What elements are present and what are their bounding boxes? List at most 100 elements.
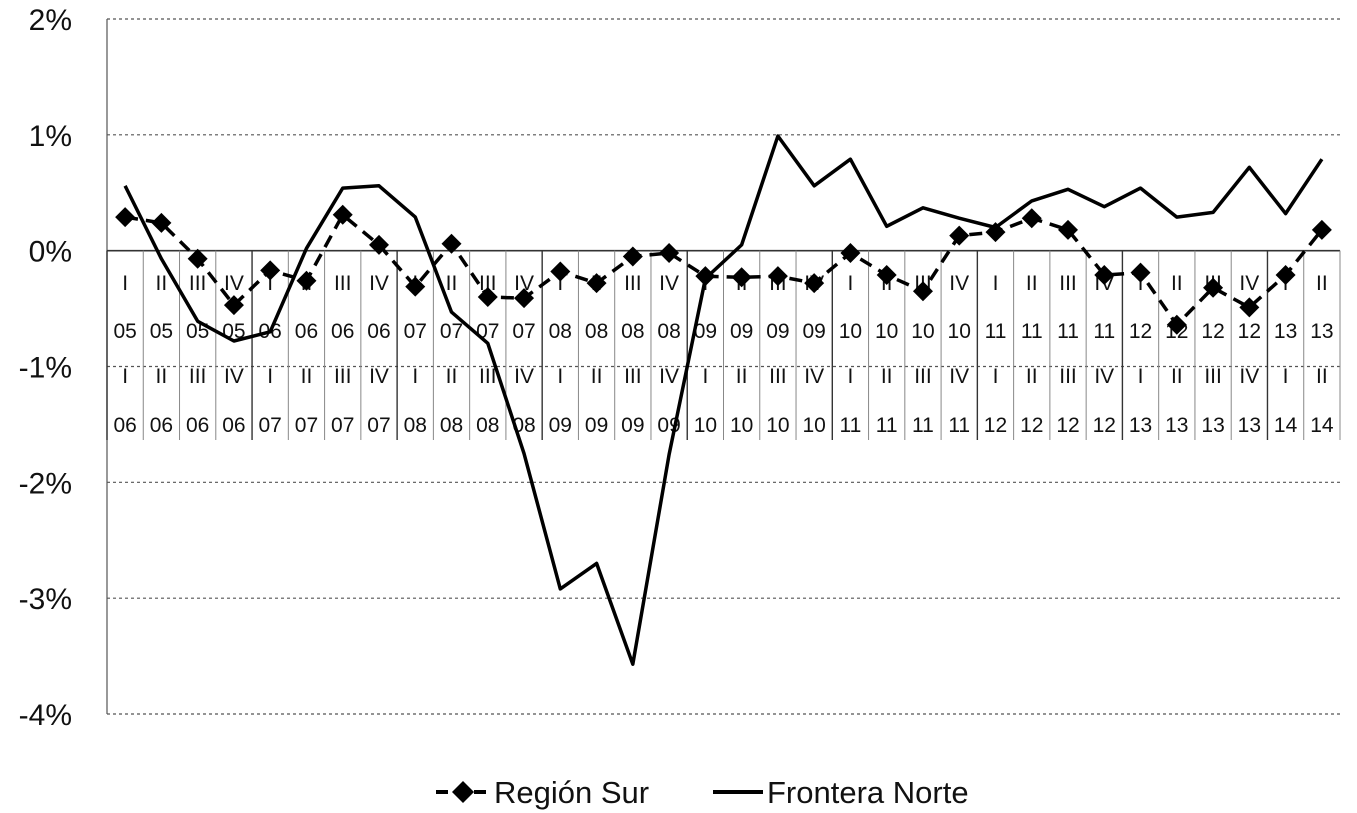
category-year-label-top: 10 [875, 320, 898, 343]
category-quarter-label-bottom: II [156, 365, 168, 388]
y-tick-label: -2% [19, 467, 72, 500]
data-point-marker-region-sur [912, 281, 933, 302]
category-quarter-label-bottom: I [1283, 365, 1289, 388]
category-year-label-top: 07 [512, 320, 535, 343]
data-point-marker-region-sur [1166, 314, 1187, 335]
data-point-marker-region-sur [1094, 264, 1115, 285]
category-year-label-bottom: 06 [113, 414, 136, 437]
category-year-label-bottom: 09 [621, 414, 644, 437]
category-year-label-bottom: 10 [694, 414, 717, 437]
category-year-label-bottom: 08 [440, 414, 463, 437]
category-year-label-top: 13 [1310, 320, 1333, 343]
category-year-label-bottom: 11 [912, 414, 934, 437]
category-quarter-label-bottom: II [301, 365, 313, 388]
category-year-label-bottom: 10 [802, 414, 825, 437]
category-quarter-label-top: III [1059, 272, 1077, 295]
category-year-label-top: 11 [1093, 320, 1115, 343]
category-quarter-label-bottom: IV [659, 365, 679, 388]
category-quarter-label-bottom: I [412, 365, 418, 388]
data-point-marker-region-sur [949, 225, 970, 246]
category-year-label-top: 11 [1057, 320, 1079, 343]
category-year-label-bottom: 07 [259, 414, 282, 437]
category-year-label-bottom: 10 [766, 414, 789, 437]
category-year-label-bottom: 07 [367, 414, 390, 437]
category-year-label-top: 05 [150, 320, 173, 343]
category-year-label-top: 05 [113, 320, 136, 343]
category-quarter-label-top: II [1026, 272, 1038, 295]
category-quarter-label-bottom: II [446, 365, 458, 388]
legend-marker-region-sur [452, 781, 474, 803]
category-quarter-label-top: III [189, 272, 207, 295]
y-tick-label: -1% [19, 352, 72, 385]
category-year-label-bottom: 06 [222, 414, 245, 437]
y-tick-label: 2% [29, 4, 72, 37]
category-quarter-label-top: IV [369, 272, 389, 295]
category-quarter-label-bottom: I [122, 365, 128, 388]
category-quarter-label-bottom: I [702, 365, 708, 388]
category-year-label-bottom: 12 [1093, 414, 1116, 437]
category-year-label-bottom: 12 [984, 414, 1007, 437]
category-quarter-label-top: IV [224, 272, 244, 295]
category-quarter-label-bottom: II [736, 365, 748, 388]
category-year-label-top: 09 [802, 320, 825, 343]
category-quarter-label-bottom: I [848, 365, 854, 388]
category-year-label-bottom: 09 [585, 414, 608, 437]
category-quarter-label-bottom: III [479, 365, 497, 388]
data-point-marker-region-sur [405, 276, 426, 297]
data-point-marker-region-sur [441, 233, 462, 254]
category-quarter-label-top: II [1171, 272, 1183, 295]
category-quarter-label-bottom: I [1138, 365, 1144, 388]
y-tick-label: -4% [19, 699, 72, 732]
data-point-marker-region-sur [731, 267, 752, 288]
category-year-label-top: 12 [1201, 320, 1224, 343]
category-quarter-label-top: I [557, 272, 563, 295]
category-quarter-label-bottom: I [993, 365, 999, 388]
category-year-label-bottom: 06 [150, 414, 173, 437]
data-point-marker-region-sur [659, 242, 680, 263]
category-quarter-label-top: IV [659, 272, 679, 295]
series-line-region-sur [124, 213, 1324, 327]
data-point-marker-region-sur [223, 295, 244, 316]
data-point-marker-region-sur [477, 287, 498, 307]
legend: Región Sur Frontera Norte [436, 775, 969, 810]
category-year-label-bottom: 13 [1238, 414, 1261, 437]
axes [106, 19, 1341, 714]
category-year-label-top: 07 [476, 320, 499, 343]
data-point-marker-region-sur [296, 270, 317, 291]
category-quarter-label-top: I [993, 272, 999, 295]
category-quarter-label-bottom: III [914, 365, 932, 388]
category-year-label-bottom: 13 [1165, 414, 1188, 437]
category-year-label-top: 08 [585, 320, 608, 343]
series-line-frontera-norte [123, 134, 1324, 666]
category-quarter-label-top: III [624, 272, 642, 295]
category-quarter-label-bottom: IV [514, 365, 534, 388]
data-point-marker-region-sur [1311, 219, 1332, 240]
y-tick-labels: 2% 1% 0% -1% -2% -3% -4% [19, 4, 72, 732]
data-point-marker-region-sur [332, 204, 353, 225]
category-year-label-bottom: 09 [549, 414, 572, 437]
category-year-label-bottom: 07 [331, 414, 354, 437]
data-point-marker-region-sur [840, 242, 861, 263]
category-year-label-bottom: 12 [1056, 414, 1079, 437]
category-quarter-label-bottom: III [1204, 365, 1222, 388]
data-point-marker-region-sur [260, 260, 281, 281]
category-year-label-top: 07 [404, 320, 427, 343]
category-year-label-top: 09 [730, 320, 753, 343]
category-quarter-label-bottom: I [557, 365, 563, 388]
category-quarter-label-top: II [446, 272, 458, 295]
data-point-marker-region-sur [1021, 208, 1042, 229]
data-point-marker-region-sur [876, 264, 897, 285]
category-quarter-label-top: IV [949, 272, 969, 295]
category-year-label-top: 10 [948, 320, 971, 343]
category-quarter-label-bottom: IV [949, 365, 969, 388]
category-year-label-top: 06 [295, 320, 318, 343]
category-quarter-label-bottom: IV [224, 365, 244, 388]
data-point-marker-region-sur [1203, 277, 1224, 298]
category-year-label-top: 11 [1021, 320, 1043, 343]
data-point-marker-region-sur [151, 212, 172, 233]
category-quarter-label-top: II [1316, 272, 1328, 295]
category-quarter-label-bottom: IV [1239, 365, 1259, 388]
data-point-marker-region-sur [1239, 297, 1260, 318]
data-point-marker-region-sur [804, 273, 825, 294]
